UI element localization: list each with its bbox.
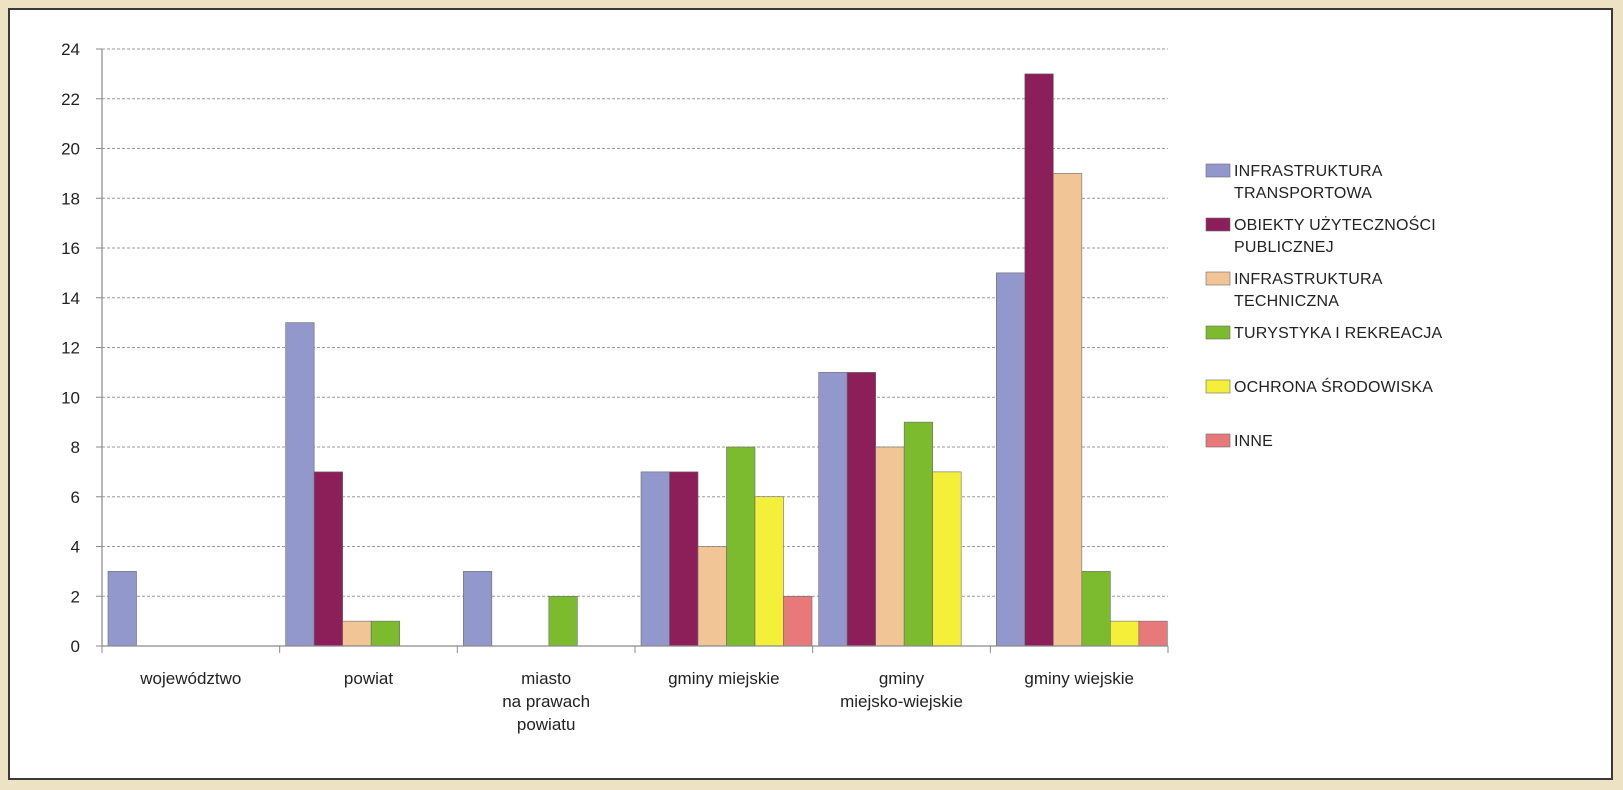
- legend-label: TURYSTYKA I REKREACJA: [1234, 325, 1443, 342]
- bar: [1110, 620, 1140, 647]
- y-tick-label: 2: [71, 587, 80, 606]
- x-tick-label: powiat: [344, 669, 393, 688]
- y-tick-label: 10: [61, 388, 80, 407]
- legend-swatch: [1205, 325, 1231, 340]
- bar: [313, 471, 343, 647]
- y-tick-label: 20: [61, 140, 80, 159]
- bar: [1138, 620, 1168, 647]
- bar: [342, 620, 372, 647]
- legend-label: INFRASTRUKTURA: [1234, 163, 1383, 180]
- y-tick-label: 16: [61, 239, 80, 258]
- bar: [996, 272, 1026, 647]
- x-axis-ticks: województwo powiat miasto na prawach powiatu…: [139, 669, 1134, 734]
- bar: [754, 496, 784, 647]
- bar: [548, 595, 578, 647]
- x-tick-label: gminy: [879, 669, 925, 688]
- bar: [640, 471, 670, 647]
- bar: [463, 571, 493, 647]
- x-tick-label: gminy wiejskie: [1024, 669, 1134, 688]
- legend-label: PUBLICZNEJ: [1234, 239, 1334, 256]
- bar: [107, 571, 137, 647]
- bar: [846, 372, 876, 647]
- y-tick-label: 8: [71, 438, 80, 457]
- bar: [1053, 173, 1083, 647]
- y-tick-label: 12: [61, 339, 80, 358]
- y-tick-label: 24: [61, 40, 80, 59]
- grid: [102, 48, 1168, 597]
- legend-swatch: [1205, 163, 1231, 178]
- x-tick-label: na prawach: [502, 692, 590, 711]
- y-tick-label: 14: [61, 289, 80, 308]
- bar: [903, 421, 933, 647]
- legend-label: OBIEKTY UŻYTECZNOŚCI: [1234, 215, 1436, 234]
- x-tick-label: miasto: [521, 669, 571, 688]
- axes: [96, 48, 1169, 653]
- legend-label: INFRASTRUKTURA: [1234, 271, 1383, 288]
- legend-label: OCHRONA ŚRODOWISKA: [1234, 377, 1433, 396]
- y-tick-label: 4: [71, 538, 80, 557]
- legend-label: TECHNICZNA: [1234, 293, 1339, 310]
- bar: [669, 471, 699, 647]
- y-tick-label: 0: [71, 637, 80, 656]
- bar: [285, 322, 315, 647]
- legend-swatch: [1205, 379, 1231, 394]
- legend-label: INNE: [1234, 433, 1273, 450]
- y-tick-label: 18: [61, 189, 80, 208]
- bar: [932, 471, 962, 647]
- legend: INFRASTRUKTURA TRANSPORTOWA OBIEKTY UŻYTEC…: [1205, 163, 1443, 450]
- bar: [783, 595, 813, 647]
- bar: [726, 446, 756, 647]
- legend-swatch: [1205, 217, 1231, 232]
- x-tick-label: województwo: [139, 669, 241, 688]
- x-tick-label: gminy miejskie: [668, 669, 779, 688]
- bar: [1081, 571, 1111, 647]
- bars: [107, 73, 1168, 647]
- legend-swatch: [1205, 433, 1231, 448]
- legend-label: TRANSPORTOWA: [1234, 185, 1372, 202]
- x-tick-label: powiatu: [517, 715, 576, 734]
- bar: [875, 446, 905, 647]
- y-tick-label: 22: [61, 90, 80, 109]
- bar: [1024, 73, 1054, 647]
- chart-frame: 0 2 4 6 8 10 12 14 16 18 20 22 24 województwo powiat m…: [8, 8, 1613, 780]
- bar: [697, 546, 727, 647]
- x-tick-label: miejsko-wiejskie: [840, 692, 963, 711]
- legend-swatch: [1205, 271, 1231, 286]
- bar: [370, 620, 400, 647]
- bar: [818, 372, 848, 647]
- y-tick-label: 6: [71, 488, 80, 507]
